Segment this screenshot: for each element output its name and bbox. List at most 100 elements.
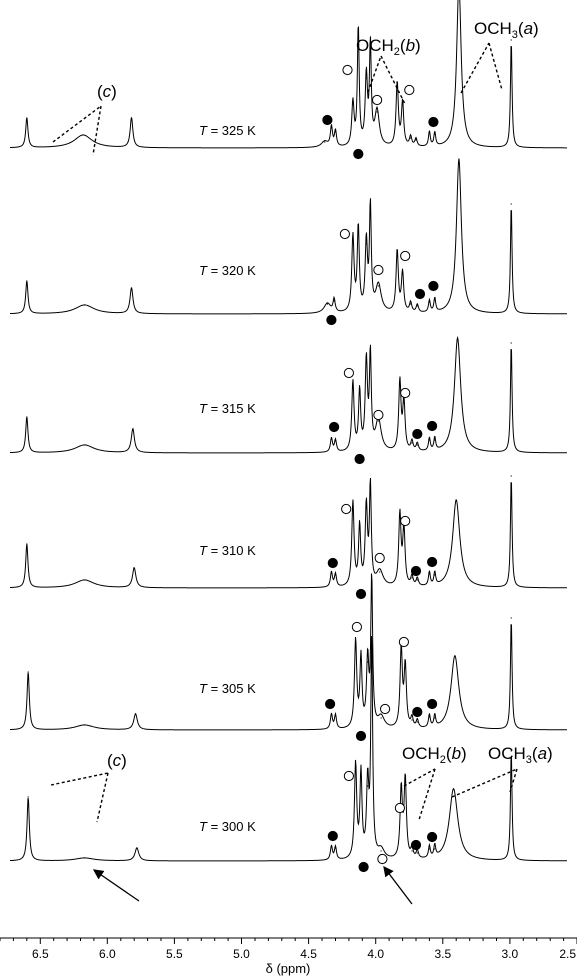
peak-3-16 [455, 499, 457, 501]
temperature-label-3: T = 310 K [199, 543, 256, 558]
markers-group [322, 64, 439, 873]
annotation-och3-bottom-line-right [509, 768, 518, 793]
peak-2-15 [434, 439, 436, 441]
spectrum-3: T = 310 K [9, 475, 567, 589]
peak-1-0 [26, 280, 28, 282]
peak-2-9 [377, 420, 379, 422]
open-dot-3-4 [341, 503, 352, 515]
tick-label-4.5: 4.5 [300, 947, 317, 961]
peak-1-2 [130, 287, 133, 289]
open-dot-4-4 [351, 621, 362, 633]
peak-1-8 [369, 208, 371, 210]
annotation-c-top-label: (c) [97, 82, 117, 101]
peak-0-4 [330, 127, 332, 129]
filled-dot-3-3 [427, 556, 438, 568]
filled-dot-1-2 [428, 280, 439, 292]
annotation-c-top: (c) [52, 82, 117, 156]
spectrum-0: T = 325 K [9, 0, 567, 149]
peak-1-15 [434, 299, 436, 301]
x-axis-label: δ (ppm) [266, 961, 311, 976]
annotation-c-bottom-line-left [50, 772, 109, 786]
annotation-och3-top-label: OCH3(a) [474, 19, 539, 41]
tick-label-4.0: 4.0 [367, 947, 384, 961]
peak-0-15 [428, 132, 430, 134]
open-dot-5-5 [377, 853, 388, 865]
peak-2-8 [369, 357, 371, 359]
peak-3-17 [510, 475, 512, 477]
peak-3-8 [369, 487, 371, 489]
peak-5-5 [355, 765, 357, 767]
peak-3-13 [416, 579, 418, 581]
filled-dot-3-0 [327, 557, 338, 569]
annotation-c-bottom: (c) [50, 751, 127, 823]
peak-2-16 [457, 337, 459, 339]
peak-3-14 [428, 573, 430, 575]
temperature-label-2: T = 315 K [199, 401, 256, 416]
open-dot-1-5 [400, 250, 411, 262]
tick-label-2.5: 2.5 [559, 947, 576, 961]
peak-5-7 [367, 785, 369, 787]
open-dot-4-5 [380, 703, 391, 715]
peak-4-1 [83, 724, 86, 726]
peak-5-12 [411, 850, 413, 852]
peak-0-8 [365, 77, 367, 79]
peak-1-5 [352, 237, 354, 239]
filled-dot-0-2 [428, 116, 439, 128]
filled-dot-3-2 [410, 565, 422, 577]
peak-1-12 [410, 303, 412, 305]
peak-5-14 [428, 848, 430, 850]
peak-5-17 [510, 750, 512, 752]
peak-3-4 [334, 574, 337, 576]
annotation-och2-top-label: OCH2(b) [356, 36, 421, 58]
peak-4-2 [134, 713, 137, 715]
peak-0-5 [334, 131, 337, 133]
annotation-c-bottom-label: (c) [107, 751, 127, 770]
peak-0-16 [434, 133, 436, 135]
peak-0-18 [510, 39, 512, 41]
filled-dot-1-1 [414, 288, 426, 300]
annotation-c-top-line-left [52, 105, 102, 143]
temperature-label-4: T = 305 K [199, 681, 256, 696]
peak-4-8 [371, 579, 373, 581]
annotation-och2-top: OCH2(b) [356, 36, 421, 105]
annotation-och3-bottom: OCH3(a) [451, 744, 553, 798]
filled-dot-5-0 [327, 830, 338, 842]
peak-1-17 [510, 203, 512, 205]
peak-0-10 [376, 111, 378, 113]
annotation-och2-bottom: OCH2(b) [402, 744, 467, 821]
peak-3-1 [83, 579, 86, 581]
peak-5-16 [452, 788, 455, 790]
peak-2-6 [359, 392, 361, 394]
peak-1-6 [357, 228, 359, 230]
peak-4-7 [367, 661, 369, 663]
peak-5-15 [434, 848, 436, 850]
peak-1-14 [428, 301, 430, 303]
annotation-och3-bottom-line-left [451, 768, 518, 798]
filled-dot-4-1 [355, 730, 367, 742]
peak-1-13 [416, 305, 418, 307]
peak-5-13 [416, 852, 418, 854]
peak-3-15 [434, 574, 436, 576]
annotation-och3-top-line-left [460, 42, 490, 94]
filled-dot-2-3 [427, 420, 438, 432]
peak-1-10 [396, 251, 398, 253]
spectrum-2: T = 315 K [9, 335, 567, 454]
spectrum-line-4 [9, 573, 567, 731]
spectrum-line-5 [9, 635, 568, 862]
tick-label-6.0: 6.0 [99, 947, 116, 961]
peak-4-11 [404, 667, 406, 669]
open-dot-0-5 [404, 84, 415, 96]
peak-4-3 [330, 714, 332, 716]
peak-4-6 [360, 659, 362, 661]
peak-0-1 [82, 134, 84, 136]
peak-2-11 [403, 402, 405, 404]
peak-0-7 [357, 27, 359, 29]
temperature-label-5: T = 300 K [199, 819, 256, 834]
annotation-och2-top-line-left [367, 55, 382, 93]
filled-dot-2-2 [412, 428, 423, 440]
temperature-label-0: T = 325 K [199, 123, 256, 138]
peak-0-13 [410, 137, 412, 139]
tick-label-5.0: 5.0 [233, 947, 250, 961]
peak-1-1 [83, 304, 86, 306]
